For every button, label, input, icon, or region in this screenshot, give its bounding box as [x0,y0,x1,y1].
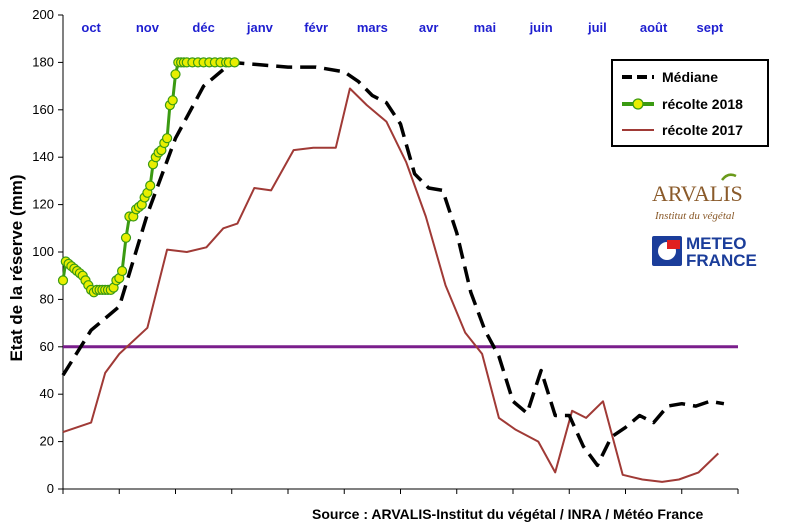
meteo-france-word-1: METEO [686,234,746,253]
y-tick-label: 120 [32,197,54,212]
y-tick-label: 60 [40,339,54,354]
data-point-recolte-2018 [162,133,173,144]
data-point-recolte-2018 [229,57,240,68]
data-point-recolte-2018 [167,95,178,106]
y-axis-title: Etat de la réserve (mm) [7,174,26,361]
month-label-7: mai [474,20,496,35]
arvalis-leaf-icon [721,173,737,181]
arvalis-logo-word: ARVALIS [652,181,743,206]
month-label-4: févr [304,20,328,35]
month-label-5: mars [357,20,388,35]
series-line-recolte-2017 [62,87,719,483]
legend-2017-label: récolte 2017 [662,122,743,138]
y-tick-label: 160 [32,102,54,117]
month-label-2: déc [192,20,214,35]
data-point-recolte-2018 [116,265,128,277]
y-tick-label: 140 [32,149,54,164]
meteo-france-emblem-flag [667,240,680,249]
legend: Médiane récolte 2018 récolte 2017 [611,59,769,147]
source-note: Source : ARVALIS-Institut du végétal / I… [312,506,703,522]
data-point-recolte-2018 [57,275,69,286]
month-label-0: oct [81,20,101,35]
legend-median-label: Médiane [662,69,718,85]
series-line-recolte-2018 [61,60,235,294]
y-tick-label: 180 [32,54,54,69]
month-label-11: sept [697,20,724,35]
month-label-1: nov [136,20,160,35]
month-label-6: avr [419,20,439,35]
data-point-recolte-2018 [145,180,156,191]
month-label-10: août [640,20,668,35]
y-tick-label: 0 [47,481,54,496]
legend-2018-label: récolte 2018 [662,96,743,112]
y-tick-label: 20 [40,434,54,449]
arvalis-logo: ARVALIS Institut du végétal [652,173,743,222]
arvalis-logo-subtitle: Institut du végétal [654,210,734,222]
meteo-france-word-2: FRANCE [686,251,757,270]
y-tick-label: 100 [32,244,54,259]
meteo-france-logo: METEO FRANCE [652,234,757,270]
month-label-3: janv [246,20,274,35]
y-tick-label: 80 [40,291,54,306]
plot-area: 0 20 40 60 80 100 120 140 160 180 200 oct nov déc janv… [32,7,739,496]
month-label-8: juin [529,20,553,35]
data-point-recolte-2018 [120,232,132,243]
month-label-9: juil [587,20,607,35]
data-point-recolte-2018 [170,69,181,80]
y-tick-label: 200 [32,7,54,22]
legend-2018-marker [632,98,644,110]
y-tick-label: 40 [40,386,54,401]
